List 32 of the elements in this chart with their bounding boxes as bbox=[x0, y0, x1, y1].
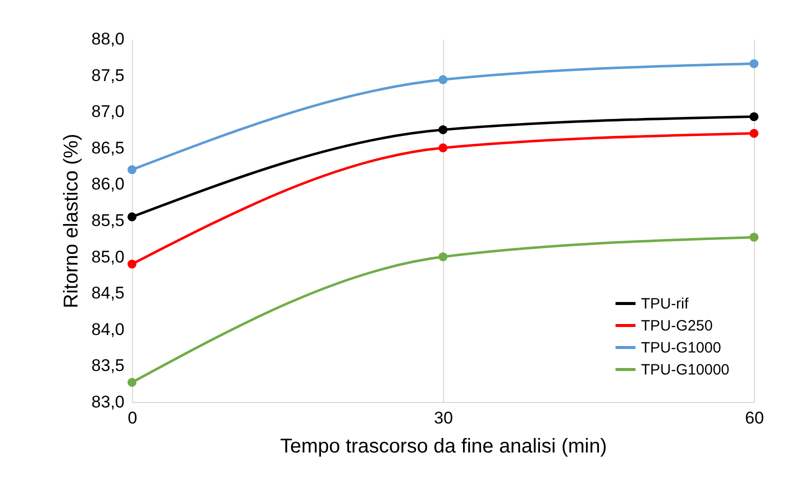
legend-label: TPU-G1000 bbox=[641, 340, 722, 356]
y-tick-label: 88,0 bbox=[91, 30, 124, 48]
y-tick-label: 85,5 bbox=[91, 211, 124, 230]
point bbox=[438, 252, 448, 262]
point bbox=[750, 128, 758, 138]
y-tick-label: 87,5 bbox=[91, 66, 124, 85]
point bbox=[128, 260, 136, 269]
y-tick-label: 83,5 bbox=[91, 356, 124, 376]
y-axis-title: Ritorno elastico (%) bbox=[60, 134, 82, 308]
x-tick-label: 30 bbox=[434, 408, 453, 428]
y-tick-label: 85,0 bbox=[91, 247, 124, 266]
y-tick-label: 86,0 bbox=[91, 174, 124, 194]
point bbox=[750, 112, 758, 122]
point bbox=[438, 75, 448, 84]
point bbox=[128, 378, 136, 387]
y-tick-label: 84,5 bbox=[91, 284, 124, 303]
point bbox=[128, 165, 136, 174]
x-axis-title: Tempo trascorso da fine analisi (min) bbox=[280, 436, 607, 458]
y-tick-label: 86,5 bbox=[91, 138, 124, 158]
legend-label: TPU-G10000 bbox=[641, 362, 730, 378]
y-tick-label: 84,0 bbox=[91, 320, 124, 339]
y-tick-label: 83,0 bbox=[91, 392, 124, 412]
legend-label: TPU-G250 bbox=[641, 318, 713, 334]
point bbox=[750, 232, 758, 242]
x-tick-label: 0 bbox=[128, 408, 138, 428]
point bbox=[438, 125, 448, 134]
y-tick-label: 87,0 bbox=[91, 102, 124, 122]
point bbox=[128, 212, 136, 222]
x-tick-label: 60 bbox=[745, 408, 764, 428]
point bbox=[750, 59, 758, 68]
point bbox=[438, 143, 448, 152]
legend-label: TPU-rif bbox=[641, 296, 690, 312]
